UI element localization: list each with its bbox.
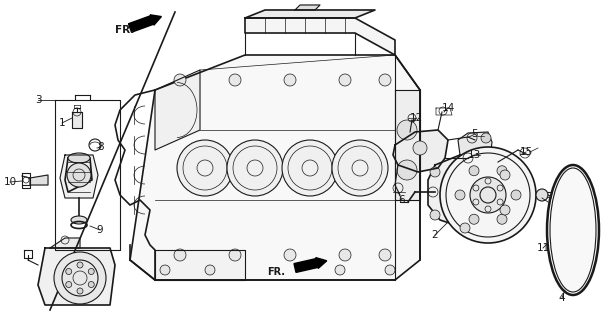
Circle shape xyxy=(67,163,91,187)
Circle shape xyxy=(282,140,338,196)
Polygon shape xyxy=(245,10,375,18)
Polygon shape xyxy=(72,112,82,128)
Polygon shape xyxy=(295,5,320,10)
Circle shape xyxy=(177,140,233,196)
Circle shape xyxy=(54,252,106,304)
Text: 9: 9 xyxy=(97,225,104,235)
Circle shape xyxy=(284,74,296,86)
Circle shape xyxy=(332,140,388,196)
Ellipse shape xyxy=(71,216,87,224)
Circle shape xyxy=(413,141,427,155)
Circle shape xyxy=(77,288,83,294)
Circle shape xyxy=(469,214,479,224)
FancyArrow shape xyxy=(294,258,327,272)
Circle shape xyxy=(335,265,345,275)
Text: 6: 6 xyxy=(399,195,405,205)
Circle shape xyxy=(88,268,95,275)
Circle shape xyxy=(339,74,351,86)
Text: 14: 14 xyxy=(441,103,455,113)
Circle shape xyxy=(160,265,170,275)
Text: 5: 5 xyxy=(472,129,479,139)
Circle shape xyxy=(205,265,215,275)
Circle shape xyxy=(174,249,186,261)
Circle shape xyxy=(430,167,440,177)
Polygon shape xyxy=(245,18,395,55)
Circle shape xyxy=(385,265,395,275)
Text: 12: 12 xyxy=(409,113,423,123)
Text: 3: 3 xyxy=(35,95,42,105)
Polygon shape xyxy=(393,130,448,172)
Text: 2: 2 xyxy=(432,230,438,240)
Polygon shape xyxy=(130,55,420,280)
Circle shape xyxy=(440,147,536,243)
Text: 15: 15 xyxy=(520,147,533,157)
Ellipse shape xyxy=(68,153,90,163)
Circle shape xyxy=(66,268,72,275)
Polygon shape xyxy=(395,90,420,200)
Ellipse shape xyxy=(547,165,599,295)
Text: 4: 4 xyxy=(559,293,565,303)
Polygon shape xyxy=(155,250,245,280)
Text: 11: 11 xyxy=(536,243,550,253)
Text: 13: 13 xyxy=(467,150,480,160)
Circle shape xyxy=(284,249,296,261)
Polygon shape xyxy=(458,132,492,158)
Text: 7: 7 xyxy=(545,197,551,207)
Circle shape xyxy=(227,140,283,196)
Circle shape xyxy=(88,282,95,287)
Circle shape xyxy=(536,189,548,201)
Text: FR.: FR. xyxy=(115,25,134,35)
Circle shape xyxy=(455,190,465,200)
Circle shape xyxy=(379,249,391,261)
Circle shape xyxy=(500,205,510,215)
Text: FR.: FR. xyxy=(267,267,285,277)
Circle shape xyxy=(469,166,479,176)
Circle shape xyxy=(397,160,417,180)
Polygon shape xyxy=(50,238,80,248)
Polygon shape xyxy=(155,70,200,150)
Circle shape xyxy=(339,249,351,261)
Text: 1: 1 xyxy=(58,118,65,128)
Circle shape xyxy=(229,74,241,86)
Circle shape xyxy=(470,177,506,213)
Polygon shape xyxy=(30,175,48,185)
Circle shape xyxy=(511,190,521,200)
Text: 10: 10 xyxy=(4,177,17,187)
Circle shape xyxy=(66,282,72,287)
Text: 8: 8 xyxy=(98,142,104,152)
Circle shape xyxy=(460,223,470,233)
Circle shape xyxy=(397,120,417,140)
Circle shape xyxy=(174,74,186,86)
Circle shape xyxy=(430,210,440,220)
Circle shape xyxy=(77,262,83,268)
FancyArrow shape xyxy=(128,15,161,32)
Polygon shape xyxy=(428,155,508,228)
Circle shape xyxy=(500,170,510,180)
Circle shape xyxy=(229,249,241,261)
Polygon shape xyxy=(65,158,92,192)
Polygon shape xyxy=(38,248,115,305)
Circle shape xyxy=(497,166,507,176)
Circle shape xyxy=(497,214,507,224)
Circle shape xyxy=(379,74,391,86)
Polygon shape xyxy=(60,155,98,198)
Circle shape xyxy=(481,133,491,143)
